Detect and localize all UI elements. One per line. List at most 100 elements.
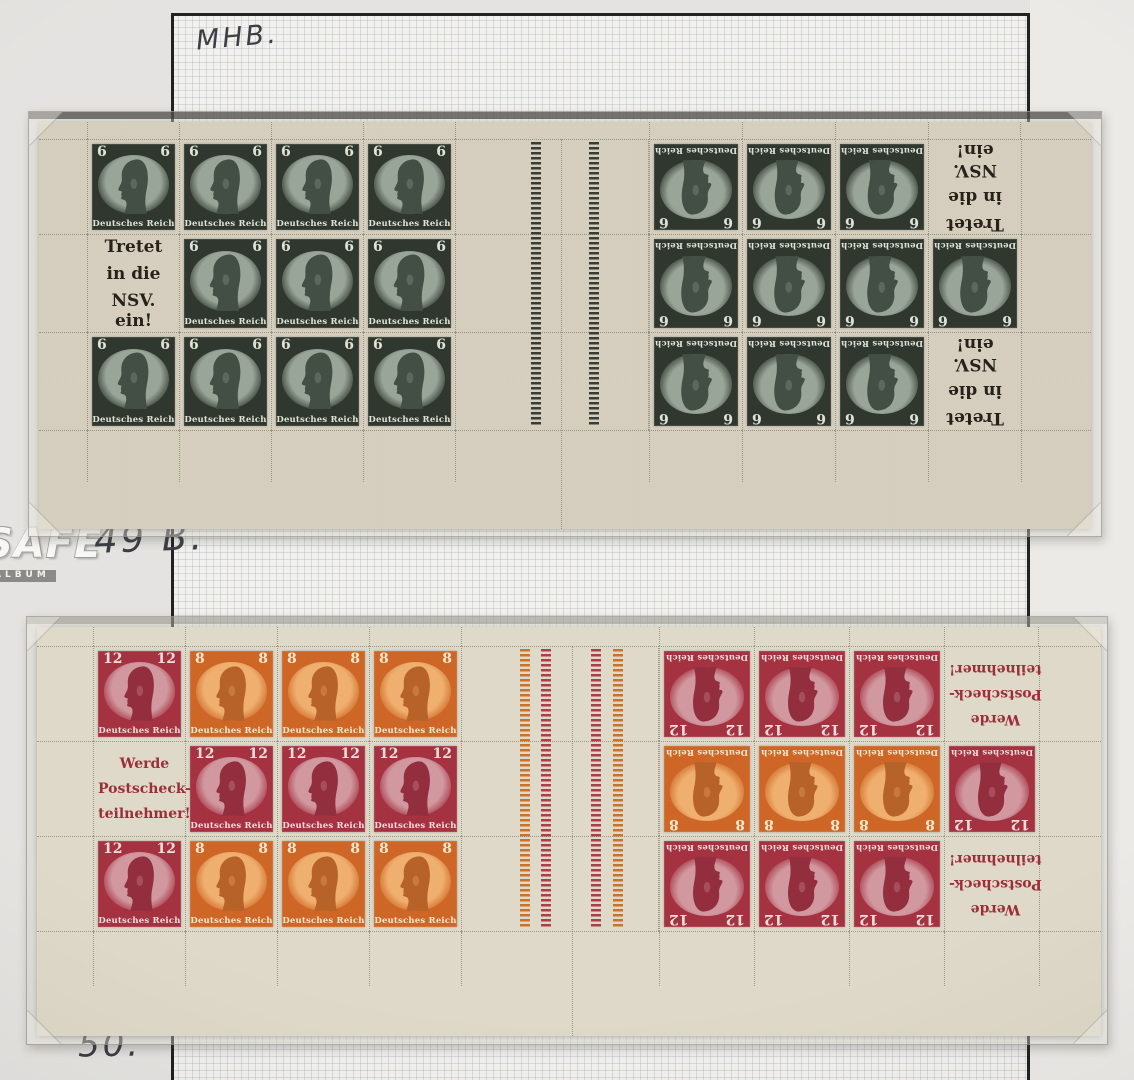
selvage-bottom [87,430,179,529]
selvage-left [37,836,93,931]
sheet-cell: 6 6 Deutsches Reich [742,139,835,234]
country-caption: Deutsches Reich [282,821,365,831]
denomination: 6 [160,337,170,353]
selvage-bottom [363,430,455,529]
hindenburg-profile-icon [693,857,723,912]
denomination: 6 [281,239,291,255]
country-caption: Deutsches Reich [374,726,457,736]
stamp-6pf: 6 6 Deutsches Reich [276,239,359,328]
hindenburg-profile-icon [775,160,805,215]
sheet-cell: 6 6 Deutsches Reich [835,234,928,332]
hindenburg-profile-icon [883,857,913,912]
sheet-cell: 12 12 Deutsches Reich [659,646,754,741]
hindenburg-profile-icon [774,255,806,313]
stamp-6pf-inverted: 6 6 Deutsches Reich [840,144,924,230]
sheet-cell: Werde Postscheck-teilnehmer! [93,741,191,836]
advertising-label-line: NSV. ein! [953,140,997,180]
selvage-bottom [659,931,754,1036]
stamp-12pf-inverted: 12 12 Deutsches Reich [664,841,750,927]
sheet-cell: 12 12 Deutsches Reich [659,836,754,931]
selvage-bottom [455,430,649,529]
gutter-cell [461,741,659,836]
country-caption: Deutsches Reich [184,317,267,327]
denomination: 6 [252,144,262,160]
country-caption: Deutsches Reich [98,916,181,926]
sheet-cell: 6 6 Deutsches Reich [649,139,742,234]
denomination: 6 [252,239,262,255]
stamp-6pf: 6 6 Deutsches Reich [368,337,451,426]
hindenburg-profile-icon [209,159,240,214]
hindenburg-profile-icon [393,254,424,312]
denomination: 12 [156,651,176,667]
country-caption: Deutsches Reich [747,240,831,250]
advertising-label-line: in die [948,187,1002,207]
stamp-8pf: 8 8 Deutsches Reich [190,651,273,737]
country-caption: Deutsches Reich [184,415,267,425]
selvage-bottom [185,931,277,1036]
hindenburg-profile-icon [393,159,424,214]
stamp-12pf-inverted: 12 12 Deutsches Reich [854,841,940,927]
selvage-bottom [39,430,87,529]
selvage-bottom [742,430,835,529]
denomination: 12 [195,746,215,762]
denomination: 6 [281,144,291,160]
denomination: 12 [103,841,123,857]
sheet-cell: 6 6 Deutsches Reich [271,332,363,430]
selvage-bottom [179,430,271,529]
selvage-top [185,627,277,646]
country-caption: Deutsches Reich [760,747,844,757]
country-caption: Deutsches Reich [760,842,844,852]
frame-line-right [1027,13,1030,1080]
denomination: 12 [287,746,307,762]
denomination: 6 [344,144,354,160]
country-caption: Deutsches Reich [654,338,738,348]
denomination: 8 [442,651,452,667]
stamp-6pf-inverted: 6 6 Deutsches Reich [747,144,831,230]
hindenburg-profile-icon [788,762,818,817]
stamp-12pf: 12 12 Deutsches Reich [374,746,457,832]
denomination: 12 [379,746,399,762]
stamp-6pf: 6 6 Deutsches Reich [92,144,175,230]
stamp-8pf: 8 8 Deutsches Reich [374,651,457,737]
country-caption: Deutsches Reich [855,747,939,757]
selvage-bottom [835,430,928,529]
stamp-sheet-8-12pf: 12 12 Deutsches Reich 8 8 Deutsches Reich 8 8 De… [37,627,1101,1036]
mount-edge [29,112,1101,119]
sheet-cell: 6 6 Deutsches Reich [87,139,179,234]
hindenburg-profile-icon [209,254,240,312]
stamp-6pf-inverted: 6 6 Deutsches Reich [747,239,831,328]
frame-line-top [171,13,1030,16]
hindenburg-profile-icon [867,255,899,313]
country-caption: Deutsches Reich [190,726,273,736]
advertising-label-line: Tretet [946,214,1004,234]
sheet-cell: 6 6 Deutsches Reich [835,332,928,430]
gutter-cell [455,332,649,430]
stamp-6pf-inverted: 6 6 Deutsches Reich [933,239,1017,328]
hindenburg-profile-icon [307,666,338,721]
selvage-left [37,741,93,836]
sheet-cell: 6 6 Deutsches Reich [363,234,455,332]
stamp-8pf-inverted: 8 8 Deutsches Reich [759,746,845,832]
denomination: 6 [344,239,354,255]
sheet-cell: 12 12 Deutsches Reich [93,646,185,741]
stamp-8pf: 8 8 Deutsches Reich [282,651,365,737]
hindenburg-profile-icon [868,160,898,215]
stamp-12pf-inverted: 12 12 Deutsches Reich [759,651,845,737]
advertising-label-inverted: Werde Postscheck-teilnehmer! [949,841,1042,927]
denomination: 8 [379,651,389,667]
country-caption: Deutsches Reich [840,338,924,348]
sheet-cell: 6 6 Deutsches Reich [928,234,1021,332]
country-caption: Deutsches Reich [92,415,175,425]
stamp-6pf-inverted: 6 6 Deutsches Reich [747,337,831,426]
selvage-top [271,122,363,139]
hindenburg-profile-icon [399,856,430,911]
selvage-bottom [928,430,1021,529]
country-caption: Deutsches Reich [276,317,359,327]
hindenburg-profile-icon [215,761,246,816]
stamp-6pf: 6 6 Deutsches Reich [276,144,359,230]
sheet-cell: 12 12 Deutsches Reich [754,646,849,741]
denomination: 12 [432,746,452,762]
denomination: 6 [373,337,383,353]
hindenburg-profile-icon [215,666,246,721]
